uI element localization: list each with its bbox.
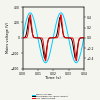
CFL lamp current: [76, 60, 77, 62]
CFL lamp current: [81, 37, 83, 38]
CFL lamp current: [30, 14, 31, 15]
Mains voltage: [48, 57, 49, 58]
Dimmable CFL lamp current: [83, 37, 84, 38]
Dimmable CFL lamp current: [48, 39, 49, 41]
CFL lamp current: [48, 38, 49, 39]
Legend: Mains voltage, Dimmable CFL lamp current, CFL lamp current: Mains voltage, Dimmable CFL lamp current…: [32, 94, 68, 99]
Line: Dimmable CFL lamp current: Dimmable CFL lamp current: [22, 17, 84, 58]
Mains voltage: [78, 58, 80, 60]
Mains voltage: [66, 30, 68, 31]
Mains voltage: [48, 58, 49, 59]
Dimmable CFL lamp current: [75, 58, 76, 59]
Line: CFL lamp current: CFL lamp current: [22, 15, 84, 61]
Dimmable CFL lamp current: [66, 37, 68, 38]
Dimmable CFL lamp current: [78, 40, 80, 41]
Dimmable CFL lamp current: [22, 37, 23, 38]
Mains voltage: [22, 37, 23, 38]
X-axis label: Time (s): Time (s): [45, 76, 61, 80]
CFL lamp current: [22, 37, 23, 38]
Mains voltage: [30, 12, 31, 13]
Dimmable CFL lamp current: [51, 37, 52, 38]
Mains voltage: [81, 46, 83, 48]
Dimmable CFL lamp current: [29, 17, 30, 18]
CFL lamp current: [51, 37, 52, 38]
CFL lamp current: [48, 39, 49, 40]
Line: Mains voltage: Mains voltage: [22, 13, 84, 63]
Dimmable CFL lamp current: [48, 38, 49, 40]
Mains voltage: [83, 37, 84, 38]
Y-axis label: Mains voltage (V): Mains voltage (V): [6, 22, 10, 53]
CFL lamp current: [78, 39, 80, 40]
CFL lamp current: [83, 37, 84, 38]
Mains voltage: [51, 45, 52, 46]
Mains voltage: [76, 62, 77, 63]
CFL lamp current: [66, 37, 68, 38]
Dimmable CFL lamp current: [81, 37, 83, 38]
